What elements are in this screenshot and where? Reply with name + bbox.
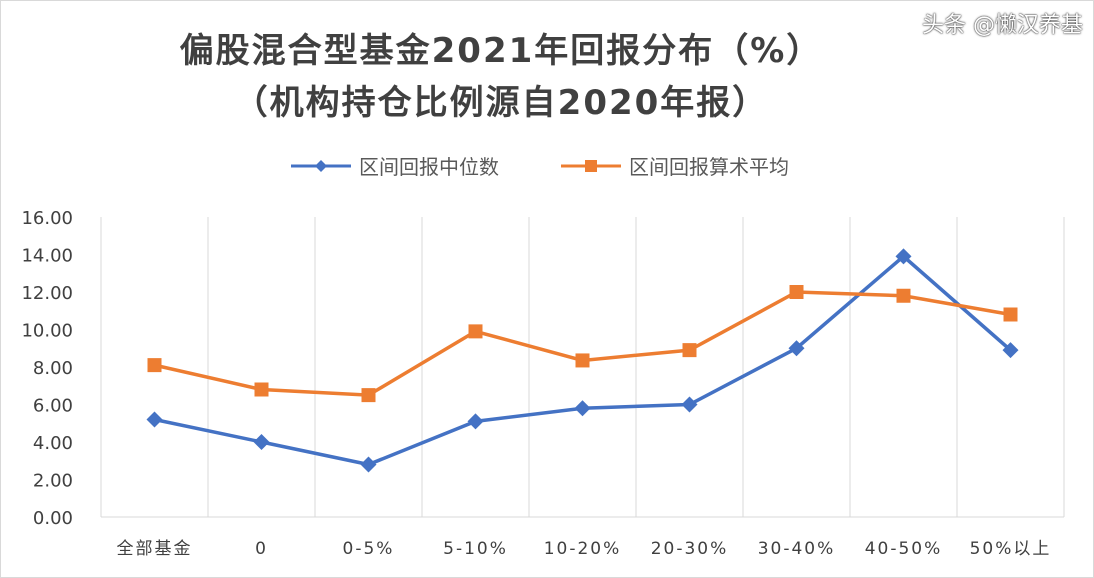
data-point-square (682, 343, 697, 358)
data-point-diamond (146, 411, 163, 428)
data-point-square (468, 324, 483, 339)
data-point-diamond (253, 434, 270, 450)
y-tick-label: 10.00 (21, 321, 73, 342)
data-point-square (361, 388, 376, 403)
x-tick-label: 0 (255, 539, 268, 559)
series-line (154, 290, 1011, 397)
x-tick-label: 全部基金 (117, 539, 193, 559)
data-point-diamond (467, 413, 484, 430)
data-point-square (147, 358, 162, 373)
x-tick-label: 10-20% (544, 539, 622, 559)
data-point-diamond (895, 248, 912, 265)
y-tick-label: 16.00 (21, 208, 73, 229)
x-tick-label: 20-30% (651, 539, 729, 559)
chart-subtitle: （机构持仓比例源自2020年报） (233, 83, 769, 123)
x-tick-label: 0-5% (343, 539, 395, 559)
data-point-square (896, 288, 911, 303)
legend-item-median: 区间回报中位数 (291, 151, 499, 180)
legend-square-icon (561, 159, 621, 172)
data-point-square (254, 382, 269, 397)
data-point-square (1003, 307, 1018, 322)
data-point-square (789, 285, 804, 299)
legend-diamond-icon (291, 159, 351, 172)
y-tick-label: 6.00 (33, 396, 73, 417)
legend-label: 区间回报中位数 (359, 155, 499, 179)
legend-label: 区间回报算术平均 (629, 155, 789, 179)
y-tick-label: 12.00 (21, 283, 73, 304)
y-tick-label: 14.00 (21, 246, 73, 267)
x-tick-label: 30-40% (758, 539, 836, 559)
x-tick-label: 50%以上 (970, 539, 1052, 559)
data-point-diamond (788, 340, 805, 357)
data-point-diamond (1002, 342, 1019, 359)
legend-item-mean: 区间回报算术平均 (561, 151, 789, 180)
data-point-diamond (360, 456, 377, 473)
data-point-diamond (574, 400, 591, 417)
y-tick-label: 8.00 (33, 358, 73, 379)
y-tick-label: 4.00 (33, 433, 73, 454)
y-tick-label: 2.00 (33, 471, 73, 492)
watermark: 头条 @懒汉养基 (922, 13, 1083, 38)
data-point-diamond (681, 396, 698, 413)
data-point-square (575, 353, 590, 368)
chart-title: 偏股混合型基金2021年回报分布（%） (179, 31, 823, 71)
x-tick-label: 5-10% (443, 539, 508, 559)
x-tick-label: 40-50% (865, 539, 943, 559)
y-tick-label: 0.00 (33, 508, 73, 529)
